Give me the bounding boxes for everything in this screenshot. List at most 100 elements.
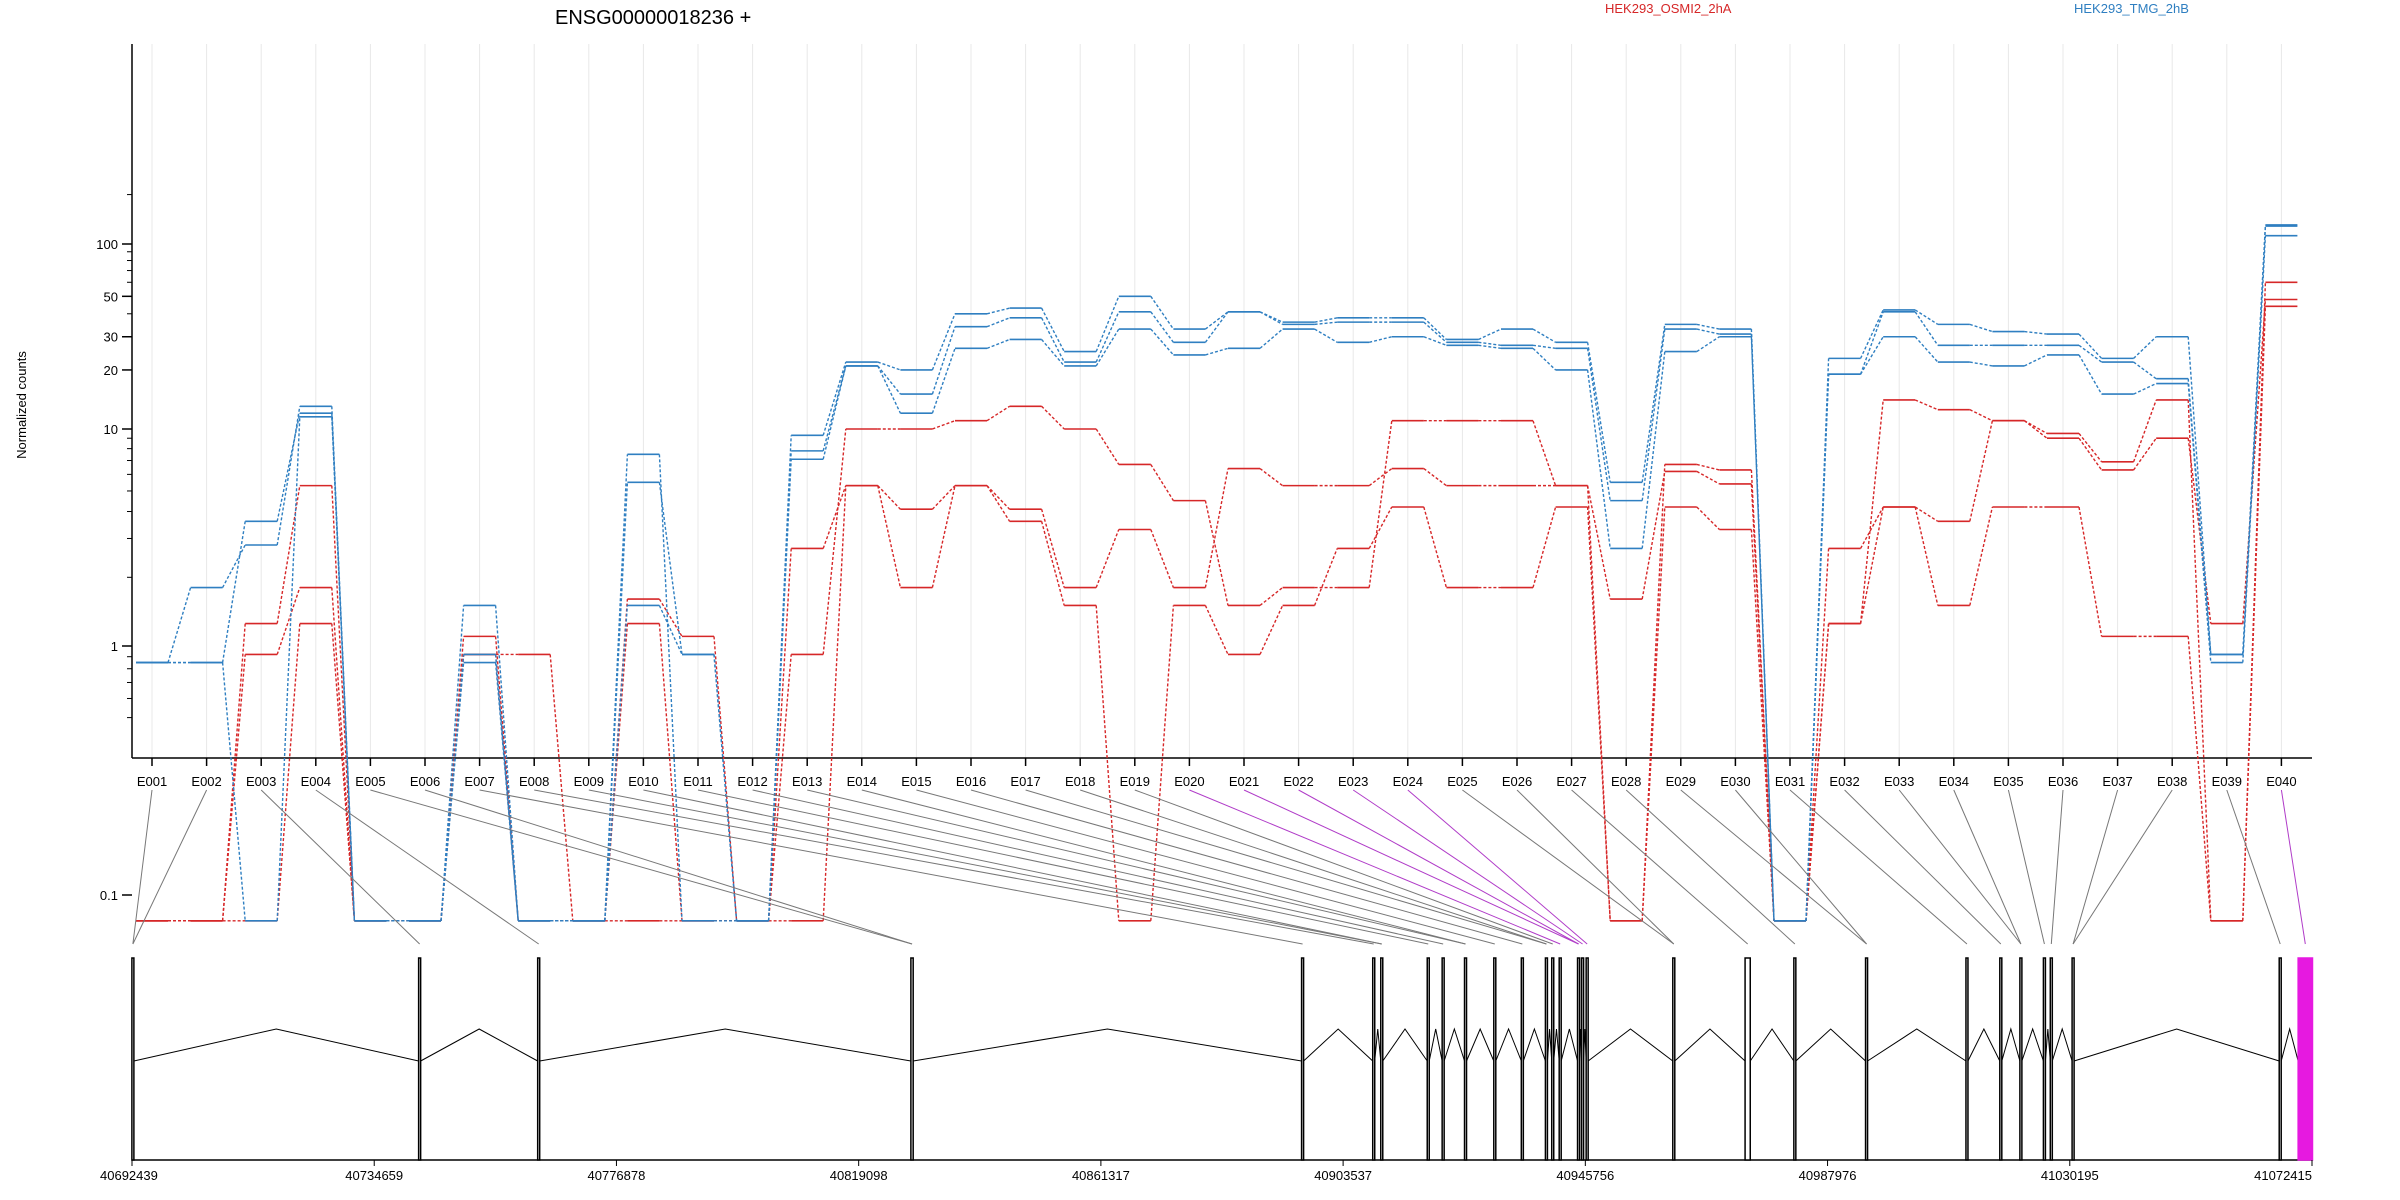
data-transition xyxy=(767,459,792,921)
exon-connector xyxy=(2072,789,2119,945)
exon-connector xyxy=(807,789,1466,945)
data-transition xyxy=(1314,317,1338,323)
exon-box xyxy=(1300,957,1305,1161)
data-transition xyxy=(331,485,356,921)
exon-connector xyxy=(697,789,1429,945)
exon-box xyxy=(536,957,541,1161)
data-transition xyxy=(2187,383,2212,663)
data-transition xyxy=(1969,420,1994,522)
data-transition xyxy=(2078,437,2103,471)
exon-box xyxy=(2278,957,2282,1161)
data-transition xyxy=(1532,328,1556,343)
data-transition xyxy=(1914,506,1939,606)
data-transition xyxy=(1914,399,1939,411)
data-transition xyxy=(276,587,301,655)
exon-box xyxy=(1965,957,1969,1161)
data-transition xyxy=(1314,321,1338,326)
x-tick-label: E030 xyxy=(1720,774,1750,789)
intron-line xyxy=(2280,1027,2299,1062)
data-transition xyxy=(877,485,901,510)
data-transition xyxy=(1969,323,1993,333)
data-transition xyxy=(221,662,246,921)
intron-line xyxy=(913,1028,1302,1062)
data-transition xyxy=(1532,420,1557,486)
data-transition xyxy=(2187,636,2212,921)
coord-tick-label: 40945756 xyxy=(1556,1168,1614,1183)
intron-line xyxy=(1749,1028,1795,1062)
data-transition xyxy=(1150,464,1174,501)
exon-connector xyxy=(534,789,1374,945)
x-tick-label: E035 xyxy=(1993,774,2023,789)
data-transition xyxy=(1696,470,1720,485)
coord-tick-label: 40903537 xyxy=(1314,1168,1372,1183)
intron-line xyxy=(1428,1028,1443,1062)
data-transition xyxy=(1641,506,1666,921)
data-transition xyxy=(2078,506,2103,637)
data-transition xyxy=(1259,328,1284,349)
intron-line xyxy=(1560,1028,1579,1062)
exon-connector xyxy=(1243,789,1579,945)
data-transition xyxy=(1205,347,1229,356)
data-transition xyxy=(2133,336,2157,359)
data-transition xyxy=(276,406,301,546)
x-tick-label: E005 xyxy=(355,774,385,789)
data-transition xyxy=(1259,468,1284,487)
x-tick-label: E020 xyxy=(1174,774,1204,789)
exon-connector xyxy=(2072,789,2173,945)
x-tick-label: E028 xyxy=(1611,774,1641,789)
data-transition xyxy=(767,654,792,921)
intron-line xyxy=(1553,1028,1560,1062)
data-transition xyxy=(1095,328,1120,367)
exon-box xyxy=(1793,957,1797,1161)
exon-box xyxy=(131,957,135,1161)
exon-connector xyxy=(1352,789,1583,945)
x-tick-label: E026 xyxy=(1502,774,1532,789)
data-transition xyxy=(1859,506,1884,549)
exon-connector xyxy=(1025,789,1547,945)
x-tick-label: E006 xyxy=(410,774,440,789)
exon-box xyxy=(1441,957,1445,1161)
exon-connector xyxy=(2226,789,2281,945)
exon-connector xyxy=(2007,789,2045,945)
data-transition xyxy=(932,420,956,430)
exon-connector xyxy=(2280,789,2306,945)
data-transition xyxy=(1641,471,1666,600)
data-transition xyxy=(1696,463,1720,471)
exon-connector xyxy=(643,789,1382,945)
intron-line xyxy=(1967,1027,2001,1062)
x-tick-label: E022 xyxy=(1283,774,1313,789)
exon-connector xyxy=(1080,789,1547,945)
x-tick-label: E016 xyxy=(956,774,986,789)
exon-connector xyxy=(916,789,1495,945)
data-transition xyxy=(1696,323,1720,330)
data-transition xyxy=(1696,328,1720,335)
series-group xyxy=(136,224,2298,922)
exon-connector xyxy=(1571,789,1748,945)
exon-box xyxy=(1550,957,1555,1161)
y-tick-label: 100 xyxy=(96,237,118,252)
data-transition xyxy=(2024,354,2048,367)
exon-connector xyxy=(424,789,913,945)
y-ticks: 0.1 1 10 20 30 50 100 xyxy=(96,194,132,903)
data-transition xyxy=(1204,311,1229,343)
intron-line xyxy=(1674,1028,1746,1062)
exon-connector xyxy=(1134,789,1553,945)
x-tick-label: E023 xyxy=(1338,774,1368,789)
exon-connector xyxy=(260,789,420,945)
data-transition xyxy=(1313,548,1338,606)
exon-box xyxy=(1580,957,1585,1161)
coord-tick-label: 41072415 xyxy=(2254,1168,2312,1183)
data-transition xyxy=(1914,309,1939,325)
data-transition xyxy=(1423,317,1447,340)
data-transition xyxy=(1532,347,1557,371)
data-transition xyxy=(1204,605,1229,655)
y-axis-label: Normalized counts xyxy=(14,351,29,459)
exon-connector xyxy=(588,789,1382,945)
data-transition xyxy=(822,428,847,655)
exon-box xyxy=(1999,957,2003,1161)
data-transition xyxy=(1478,328,1502,341)
data-transition xyxy=(1532,344,1556,350)
data-transition xyxy=(1040,521,1065,606)
exon-connector xyxy=(1953,789,2022,945)
